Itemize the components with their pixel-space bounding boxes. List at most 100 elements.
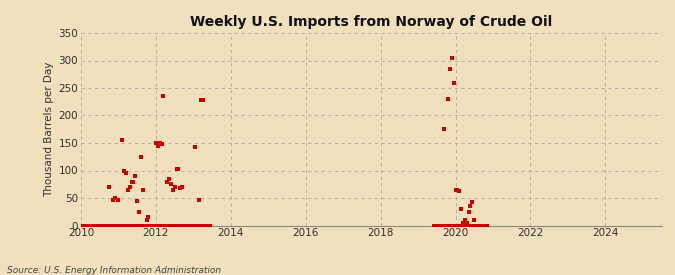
Point xyxy=(149,223,160,228)
Point xyxy=(195,223,206,228)
Point xyxy=(155,223,165,228)
Point xyxy=(475,223,485,228)
Point xyxy=(190,223,200,228)
Point xyxy=(102,223,113,228)
Point xyxy=(432,223,443,228)
Point xyxy=(200,223,211,228)
Point xyxy=(112,223,123,228)
Point xyxy=(117,223,128,228)
Point xyxy=(470,223,481,228)
Point xyxy=(117,223,128,228)
Point xyxy=(475,223,486,228)
Point xyxy=(190,223,201,228)
Point xyxy=(473,223,484,228)
Point xyxy=(194,223,205,228)
Point xyxy=(138,223,149,228)
Point xyxy=(144,223,155,228)
Point xyxy=(443,97,454,101)
Point xyxy=(133,223,144,228)
Point xyxy=(173,223,184,228)
Point xyxy=(462,223,472,228)
Y-axis label: Thousand Barrels per Day: Thousand Barrels per Day xyxy=(45,62,54,197)
Point xyxy=(111,223,122,228)
Point xyxy=(439,223,450,228)
Point xyxy=(88,223,99,228)
Point xyxy=(146,223,157,228)
Point xyxy=(452,188,463,192)
Point xyxy=(445,67,456,71)
Point xyxy=(440,223,451,228)
Point xyxy=(191,223,202,228)
Point xyxy=(170,223,181,228)
Point xyxy=(171,223,182,228)
Point xyxy=(141,218,152,222)
Point xyxy=(460,223,471,228)
Point xyxy=(136,223,147,228)
Point xyxy=(463,210,474,214)
Point xyxy=(203,223,214,228)
Point xyxy=(84,223,95,228)
Point xyxy=(182,223,192,228)
Point xyxy=(175,186,186,190)
Point xyxy=(88,223,99,228)
Point xyxy=(462,223,473,228)
Point xyxy=(468,223,479,228)
Point xyxy=(135,223,146,228)
Point xyxy=(124,223,134,228)
Point xyxy=(466,223,477,228)
Point xyxy=(143,223,154,228)
Point xyxy=(442,223,453,228)
Point xyxy=(187,223,198,228)
Point xyxy=(183,223,194,228)
Point xyxy=(479,223,490,228)
Point xyxy=(446,223,456,228)
Point xyxy=(117,138,128,142)
Point xyxy=(456,223,467,228)
Point xyxy=(132,199,142,203)
Point xyxy=(134,223,145,228)
Point xyxy=(469,218,480,222)
Point xyxy=(481,223,492,228)
Point xyxy=(449,223,460,228)
Text: Source: U.S. Energy Information Administration: Source: U.S. Energy Information Administ… xyxy=(7,266,221,275)
Point xyxy=(146,223,157,228)
Point xyxy=(476,223,487,228)
Point xyxy=(456,223,466,228)
Point xyxy=(153,144,163,148)
Point xyxy=(433,223,443,228)
Point xyxy=(445,223,456,228)
Point xyxy=(458,223,469,228)
Point xyxy=(157,223,167,228)
Point xyxy=(430,223,441,228)
Point xyxy=(113,223,124,228)
Point xyxy=(197,223,208,228)
Point xyxy=(100,223,111,228)
Point xyxy=(95,223,106,228)
Point xyxy=(482,223,493,228)
Point xyxy=(204,223,215,228)
Point xyxy=(138,223,148,228)
Point xyxy=(143,215,154,219)
Point xyxy=(122,188,133,192)
Point xyxy=(193,223,204,228)
Point xyxy=(109,223,120,228)
Point xyxy=(98,223,109,228)
Point xyxy=(89,223,100,228)
Point xyxy=(197,98,208,102)
Point xyxy=(454,189,464,194)
Point xyxy=(158,94,169,98)
Point xyxy=(160,223,171,228)
Point xyxy=(450,223,461,228)
Point xyxy=(142,223,153,228)
Point xyxy=(176,223,186,228)
Point xyxy=(452,223,463,228)
Point xyxy=(446,56,457,60)
Point xyxy=(450,188,461,192)
Point xyxy=(194,223,205,228)
Point xyxy=(169,223,180,228)
Point xyxy=(470,223,481,228)
Point xyxy=(121,223,132,228)
Point xyxy=(153,223,163,228)
Point xyxy=(182,223,193,228)
Point xyxy=(441,223,452,228)
